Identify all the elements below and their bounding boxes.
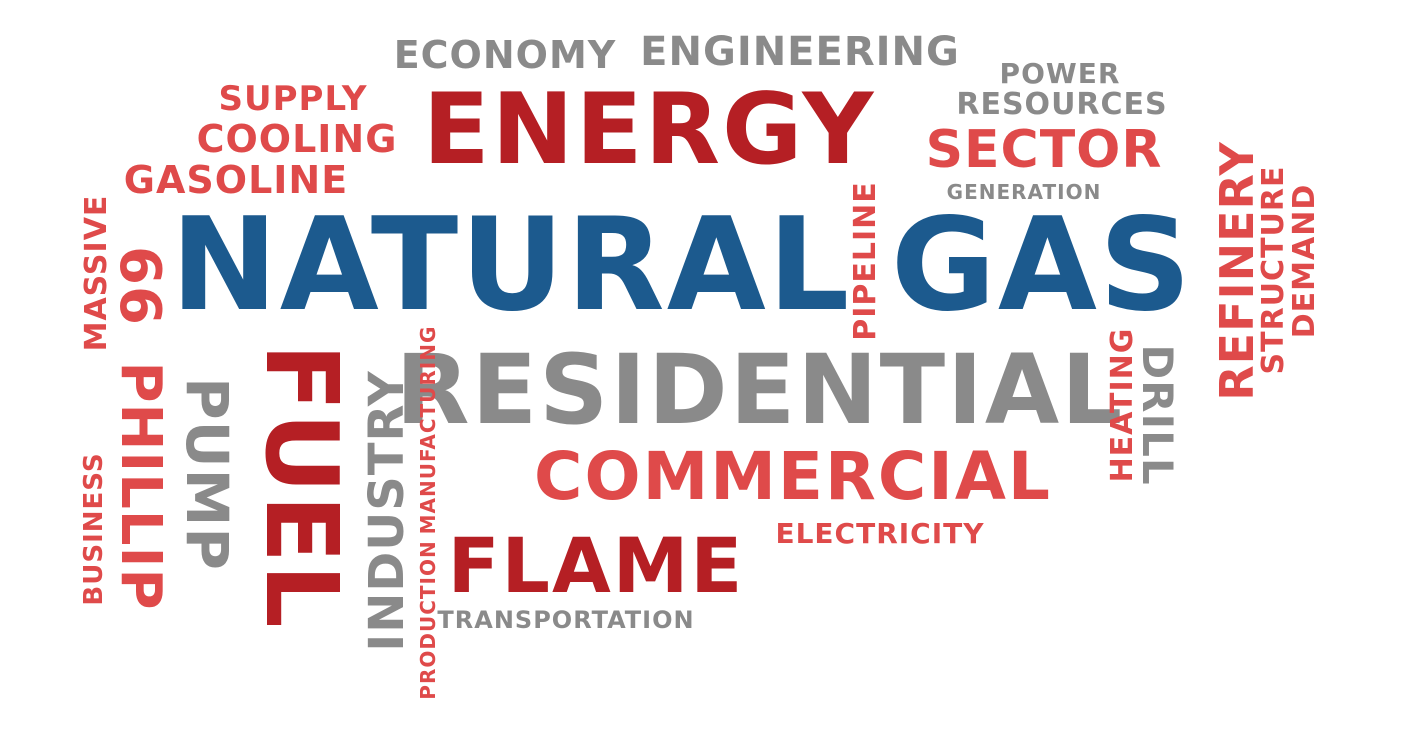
word-natural: NATURAL — [170, 191, 852, 340]
word-business: BUSINESS — [79, 452, 109, 606]
word-commercial: COMMERCIAL — [534, 438, 1052, 515]
word-fuel: FUEL — [243, 343, 360, 629]
word-power: POWER — [999, 57, 1121, 90]
word-sector: SECTOR — [925, 120, 1163, 180]
word-residential: RESIDENTIAL — [395, 334, 1125, 446]
word-economy: ECONOMY — [393, 33, 617, 77]
word-pipeline: PIPELINE — [848, 181, 883, 341]
word-phillip: PHILLIP — [108, 361, 173, 611]
word-pump: PUMP — [173, 377, 241, 571]
word-generation: GENERATION — [946, 180, 1102, 204]
word-energy: ENERGY — [422, 73, 876, 187]
word-refinery: REFINERY — [1210, 141, 1264, 401]
word-demand: DEMAND — [1287, 183, 1322, 339]
word-flame: FLAME — [447, 521, 745, 610]
word-transportation: TRANSPORTATION — [437, 606, 695, 634]
word-engineering: ENGINEERING — [640, 29, 960, 75]
word-production: PRODUCTION — [416, 540, 440, 700]
word-gas: GAS — [890, 191, 1194, 340]
word-cooling: COOLING — [196, 117, 398, 161]
word-electricity: ELECTRICITY — [775, 517, 985, 550]
word-industry: INDUSTRY — [359, 370, 415, 652]
word-manufacturing: MANUFACTURING — [416, 325, 440, 535]
word-66: 66 — [107, 246, 172, 326]
word-gasoline: GASOLINE — [123, 158, 349, 202]
word-drill: DRILL — [1133, 344, 1182, 486]
word-structure: STRUCTURE — [1256, 165, 1291, 375]
word-resources: RESOURCES — [956, 87, 1168, 122]
word-supply: SUPPLY — [218, 79, 368, 119]
